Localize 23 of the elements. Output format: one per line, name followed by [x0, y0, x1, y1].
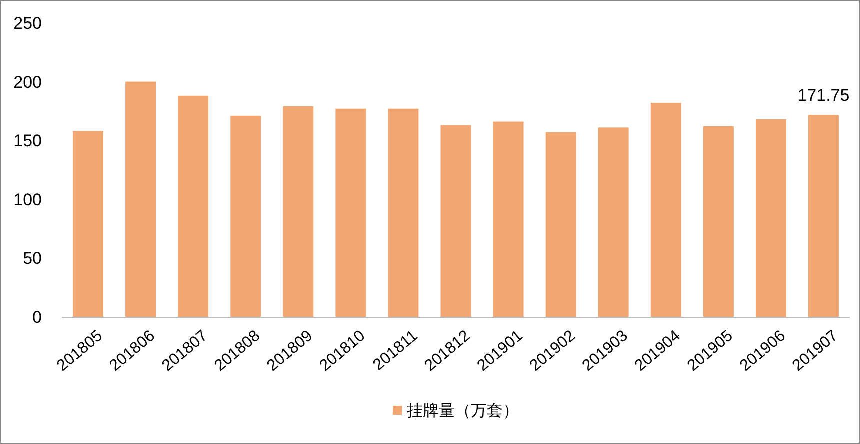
- bar: [493, 122, 524, 317]
- bar: [650, 102, 682, 317]
- y-tick-label: 250: [14, 14, 42, 33]
- bar: [126, 82, 156, 317]
- bar: [388, 108, 419, 317]
- bar: [756, 119, 786, 317]
- y-tick-label: 50: [23, 249, 42, 268]
- bar: [283, 106, 314, 317]
- y-tick-label: 100: [14, 190, 42, 210]
- bar: [230, 116, 262, 317]
- y-tick-label: 200: [14, 72, 42, 92]
- y-tick-label: 0: [32, 308, 42, 327]
- legend-label: 挂牌量（万套）: [407, 402, 519, 420]
- bar: [73, 131, 104, 317]
- bar: [178, 96, 209, 317]
- bar: [546, 132, 576, 317]
- bar: [336, 108, 366, 317]
- bar: [808, 115, 839, 317]
- bar: [703, 126, 734, 317]
- bar: [598, 128, 629, 317]
- data-label: 171.75: [798, 86, 850, 106]
- y-tick-label: 150: [14, 132, 42, 151]
- bar: [440, 125, 472, 317]
